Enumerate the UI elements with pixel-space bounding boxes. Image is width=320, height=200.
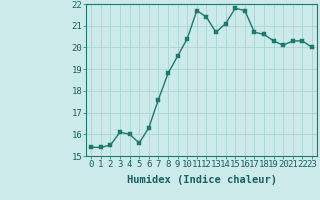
X-axis label: Humidex (Indice chaleur): Humidex (Indice chaleur): [127, 175, 276, 185]
